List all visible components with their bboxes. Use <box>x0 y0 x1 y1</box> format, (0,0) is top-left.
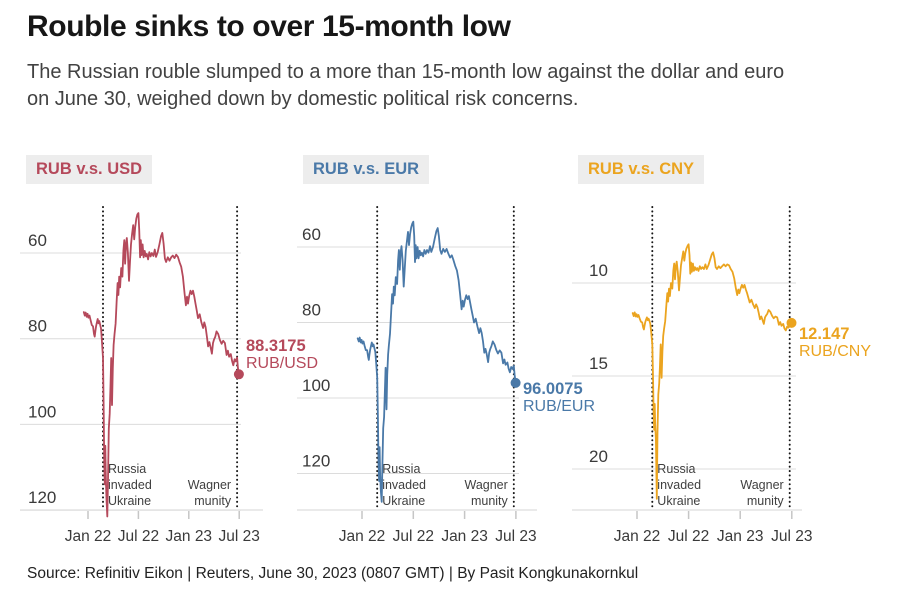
svg-text:munity: munity <box>194 494 232 508</box>
svg-text:20: 20 <box>589 447 608 466</box>
svg-text:Jul 22: Jul 22 <box>393 528 434 545</box>
svg-text:Jul 23: Jul 23 <box>219 528 260 545</box>
svg-text:munity: munity <box>471 494 509 508</box>
svg-text:60: 60 <box>28 231 47 250</box>
svg-text:120: 120 <box>28 488 56 507</box>
svg-text:invaded: invaded <box>382 478 426 492</box>
svg-text:100: 100 <box>28 402 56 421</box>
svg-text:Wagner: Wagner <box>740 478 783 492</box>
svg-text:Jan 23: Jan 23 <box>717 528 764 545</box>
svg-text:Ukraine: Ukraine <box>382 494 425 508</box>
svg-text:Jan 23: Jan 23 <box>166 528 213 545</box>
svg-text:Jan 23: Jan 23 <box>441 528 488 545</box>
svg-text:invaded: invaded <box>108 478 152 492</box>
svg-text:Ukraine: Ukraine <box>108 494 151 508</box>
svg-text:60: 60 <box>302 225 321 244</box>
rub-eur-line-chart: 60 80 100 120 Jan 22 Jul 22 Jan 23 Jul 23 Russia… <box>297 206 537 545</box>
chart-block-rub-usd: RUB v.s. USD 60 80 100 120 Jan 22 Jul 22 Jan 2… <box>20 0 318 600</box>
svg-text:100: 100 <box>302 376 330 395</box>
rub-cny-latest-number: 12.147 <box>799 325 850 343</box>
svg-text:Wagner: Wagner <box>464 478 507 492</box>
page-title: Rouble sinks to over 15-month low <box>27 10 511 43</box>
svg-text:15: 15 <box>589 354 608 373</box>
svg-text:Jan 22: Jan 22 <box>614 528 661 545</box>
svg-text:Jan 22: Jan 22 <box>339 528 386 545</box>
svg-text:Russia: Russia <box>657 462 695 476</box>
rub-usd-line-chart: 60 80 100 120 Jan 22 Jul 22 Jan 23 Jul 23 Russia… <box>20 206 263 545</box>
svg-text:Jul 23: Jul 23 <box>495 528 536 545</box>
svg-text:Jul 22: Jul 22 <box>668 528 709 545</box>
svg-text:Jul 23: Jul 23 <box>771 528 812 545</box>
svg-text:invaded: invaded <box>657 478 701 492</box>
rub-eur-unit-label: RUB/EUR <box>523 398 596 415</box>
chart-title-rub-eur: RUB v.s. EUR <box>303 155 430 184</box>
svg-text:80: 80 <box>302 301 321 320</box>
rub-usd-latest-value: 88.3175 RUB/USD <box>246 337 319 373</box>
chart-title-rub-cny: RUB v.s. CNY <box>578 155 705 184</box>
svg-text:munity: munity <box>747 494 785 508</box>
chart-title-rub-usd: RUB v.s. USD <box>26 155 153 184</box>
svg-text:Ukraine: Ukraine <box>657 494 700 508</box>
rub-usd-unit-label: RUB/USD <box>246 355 319 372</box>
subtitle-line-2: on June 30, weighed down by domestic pol… <box>27 88 579 110</box>
svg-text:Russia: Russia <box>382 462 420 476</box>
svg-text:120: 120 <box>302 452 330 471</box>
source-attribution: Source: Refinitiv Eikon | Reuters, June … <box>27 565 639 582</box>
rub-eur-latest-number: 96.0075 <box>523 380 583 398</box>
rub-cny-unit-label: RUB/CNY <box>799 343 872 360</box>
rub-cny-line-chart: 10 15 20 Jan 22 Jul 22 Jan 23 Jul 23 Russia inva… <box>572 206 812 545</box>
svg-text:Russia: Russia <box>108 462 146 476</box>
svg-text:Jan 22: Jan 22 <box>65 528 112 545</box>
svg-text:Wagner: Wagner <box>188 478 231 492</box>
chart-block-rub-eur: RUB v.s. EUR 60 80 100 120 Jan 22 Jul 22 Jan 2… <box>297 0 595 600</box>
rub-usd-latest-number: 88.3175 <box>246 337 306 355</box>
rub-cny-latest-value: 12.147 RUB/CNY <box>799 325 872 361</box>
page-subtitle: The Russian rouble slumped to a more tha… <box>27 59 784 113</box>
svg-text:Jul 22: Jul 22 <box>118 528 159 545</box>
svg-text:10: 10 <box>589 261 608 280</box>
rub-eur-latest-value: 96.0075 RUB/EUR <box>523 380 596 416</box>
subtitle-line-1: The Russian rouble slumped to a more tha… <box>27 61 785 83</box>
svg-text:80: 80 <box>28 317 47 336</box>
chart-block-rub-cny: RUB v.s. CNY 10 15 20 Jan 22 Jul 22 Jan 23 Jul… <box>572 0 900 600</box>
